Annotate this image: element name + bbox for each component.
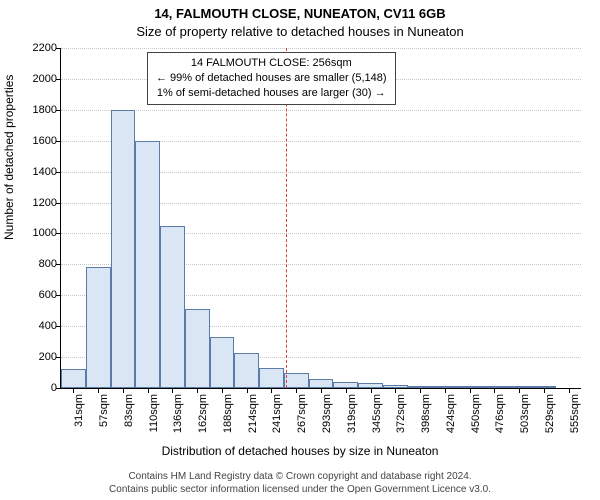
x-tick-label: 450sqm bbox=[470, 394, 482, 433]
x-tick-label: 293sqm bbox=[321, 394, 333, 433]
footer-line-1: Contains HM Land Registry data © Crown c… bbox=[0, 471, 600, 484]
footer-line-2: Contains public sector information licen… bbox=[0, 484, 600, 497]
annotation-line-3: 1% of semi-detached houses are larger (3… bbox=[156, 86, 387, 101]
y-tick-label: 400 bbox=[39, 320, 57, 332]
histogram-bar bbox=[210, 337, 235, 388]
histogram-bar bbox=[234, 353, 259, 388]
footer: Contains HM Land Registry data © Crown c… bbox=[0, 471, 600, 496]
x-tick-label: 398sqm bbox=[420, 394, 432, 433]
x-tick-label: 31sqm bbox=[73, 394, 85, 427]
y-tick-label: 200 bbox=[39, 351, 57, 363]
histogram-bar bbox=[111, 110, 136, 388]
x-tick-mark bbox=[197, 388, 198, 393]
x-tick-label: 162sqm bbox=[197, 394, 209, 433]
x-tick-label: 267sqm bbox=[296, 394, 308, 433]
gridline bbox=[61, 110, 581, 111]
histogram-bar bbox=[61, 369, 86, 388]
histogram-bar bbox=[259, 368, 284, 388]
x-tick-mark bbox=[98, 388, 99, 393]
x-axis-label: Distribution of detached houses by size … bbox=[0, 444, 600, 458]
x-tick-mark bbox=[172, 388, 173, 393]
histogram-bar bbox=[160, 226, 185, 388]
annotation-line-1: 14 FALMOUTH CLOSE: 256sqm bbox=[156, 56, 387, 71]
y-axis-label: Number of detached properties bbox=[2, 75, 16, 240]
chart-container: 14, FALMOUTH CLOSE, NUNEATON, CV11 6GB S… bbox=[0, 0, 600, 500]
histogram-bar bbox=[185, 309, 210, 388]
x-tick-mark bbox=[470, 388, 471, 393]
y-tick-label: 800 bbox=[39, 258, 57, 270]
gridline bbox=[61, 48, 581, 49]
y-tick-label: 1600 bbox=[33, 135, 57, 147]
x-tick-label: 110sqm bbox=[148, 394, 160, 432]
x-tick-label: 214sqm bbox=[247, 394, 259, 433]
x-tick-mark bbox=[73, 388, 74, 393]
x-tick-mark bbox=[395, 388, 396, 393]
y-tick-label: 1800 bbox=[33, 104, 57, 116]
y-tick-label: 2200 bbox=[33, 42, 57, 54]
x-tick-mark bbox=[544, 388, 545, 393]
histogram-bar bbox=[309, 379, 334, 388]
y-tick-label: 2000 bbox=[33, 73, 57, 85]
y-tick-label: 600 bbox=[39, 289, 57, 301]
x-tick-mark bbox=[321, 388, 322, 393]
x-tick-mark bbox=[346, 388, 347, 393]
x-tick-label: 241sqm bbox=[271, 394, 283, 433]
x-tick-label: 57sqm bbox=[98, 394, 110, 427]
chart-title: 14, FALMOUTH CLOSE, NUNEATON, CV11 6GB bbox=[0, 6, 600, 21]
x-tick-label: 188sqm bbox=[222, 394, 234, 433]
x-tick-mark bbox=[148, 388, 149, 393]
y-tick-label: 0 bbox=[51, 382, 57, 394]
annotation-line-2: ← 99% of detached houses are smaller (5,… bbox=[156, 71, 387, 86]
histogram-bar bbox=[86, 267, 111, 388]
x-tick-mark bbox=[494, 388, 495, 393]
x-tick-label: 136sqm bbox=[172, 394, 184, 433]
y-tick-label: 1000 bbox=[33, 227, 57, 239]
x-tick-label: 555sqm bbox=[569, 394, 581, 433]
x-tick-mark bbox=[296, 388, 297, 393]
histogram-bar bbox=[284, 373, 309, 388]
plot-area: 0200400600800100012001400160018002000220… bbox=[60, 48, 581, 389]
x-tick-mark bbox=[371, 388, 372, 393]
x-tick-label: 345sqm bbox=[371, 394, 383, 433]
chart-subtitle: Size of property relative to detached ho… bbox=[0, 24, 600, 39]
x-tick-mark bbox=[420, 388, 421, 393]
x-tick-label: 424sqm bbox=[445, 394, 457, 433]
x-tick-mark bbox=[222, 388, 223, 393]
annotation-box: 14 FALMOUTH CLOSE: 256sqm ← 99% of detac… bbox=[147, 52, 396, 105]
x-tick-label: 476sqm bbox=[494, 394, 506, 433]
x-tick-label: 319sqm bbox=[346, 394, 358, 433]
x-tick-label: 529sqm bbox=[544, 394, 556, 433]
y-tick-label: 1400 bbox=[33, 166, 57, 178]
x-tick-label: 372sqm bbox=[395, 394, 407, 433]
x-tick-mark bbox=[247, 388, 248, 393]
x-tick-mark bbox=[519, 388, 520, 393]
x-tick-label: 503sqm bbox=[519, 394, 531, 433]
histogram-bar bbox=[135, 141, 160, 388]
x-tick-mark bbox=[123, 388, 124, 393]
x-tick-mark bbox=[271, 388, 272, 393]
x-tick-mark bbox=[445, 388, 446, 393]
x-tick-label: 83sqm bbox=[123, 394, 135, 427]
x-tick-mark bbox=[569, 388, 570, 393]
y-tick-label: 1200 bbox=[33, 197, 57, 209]
